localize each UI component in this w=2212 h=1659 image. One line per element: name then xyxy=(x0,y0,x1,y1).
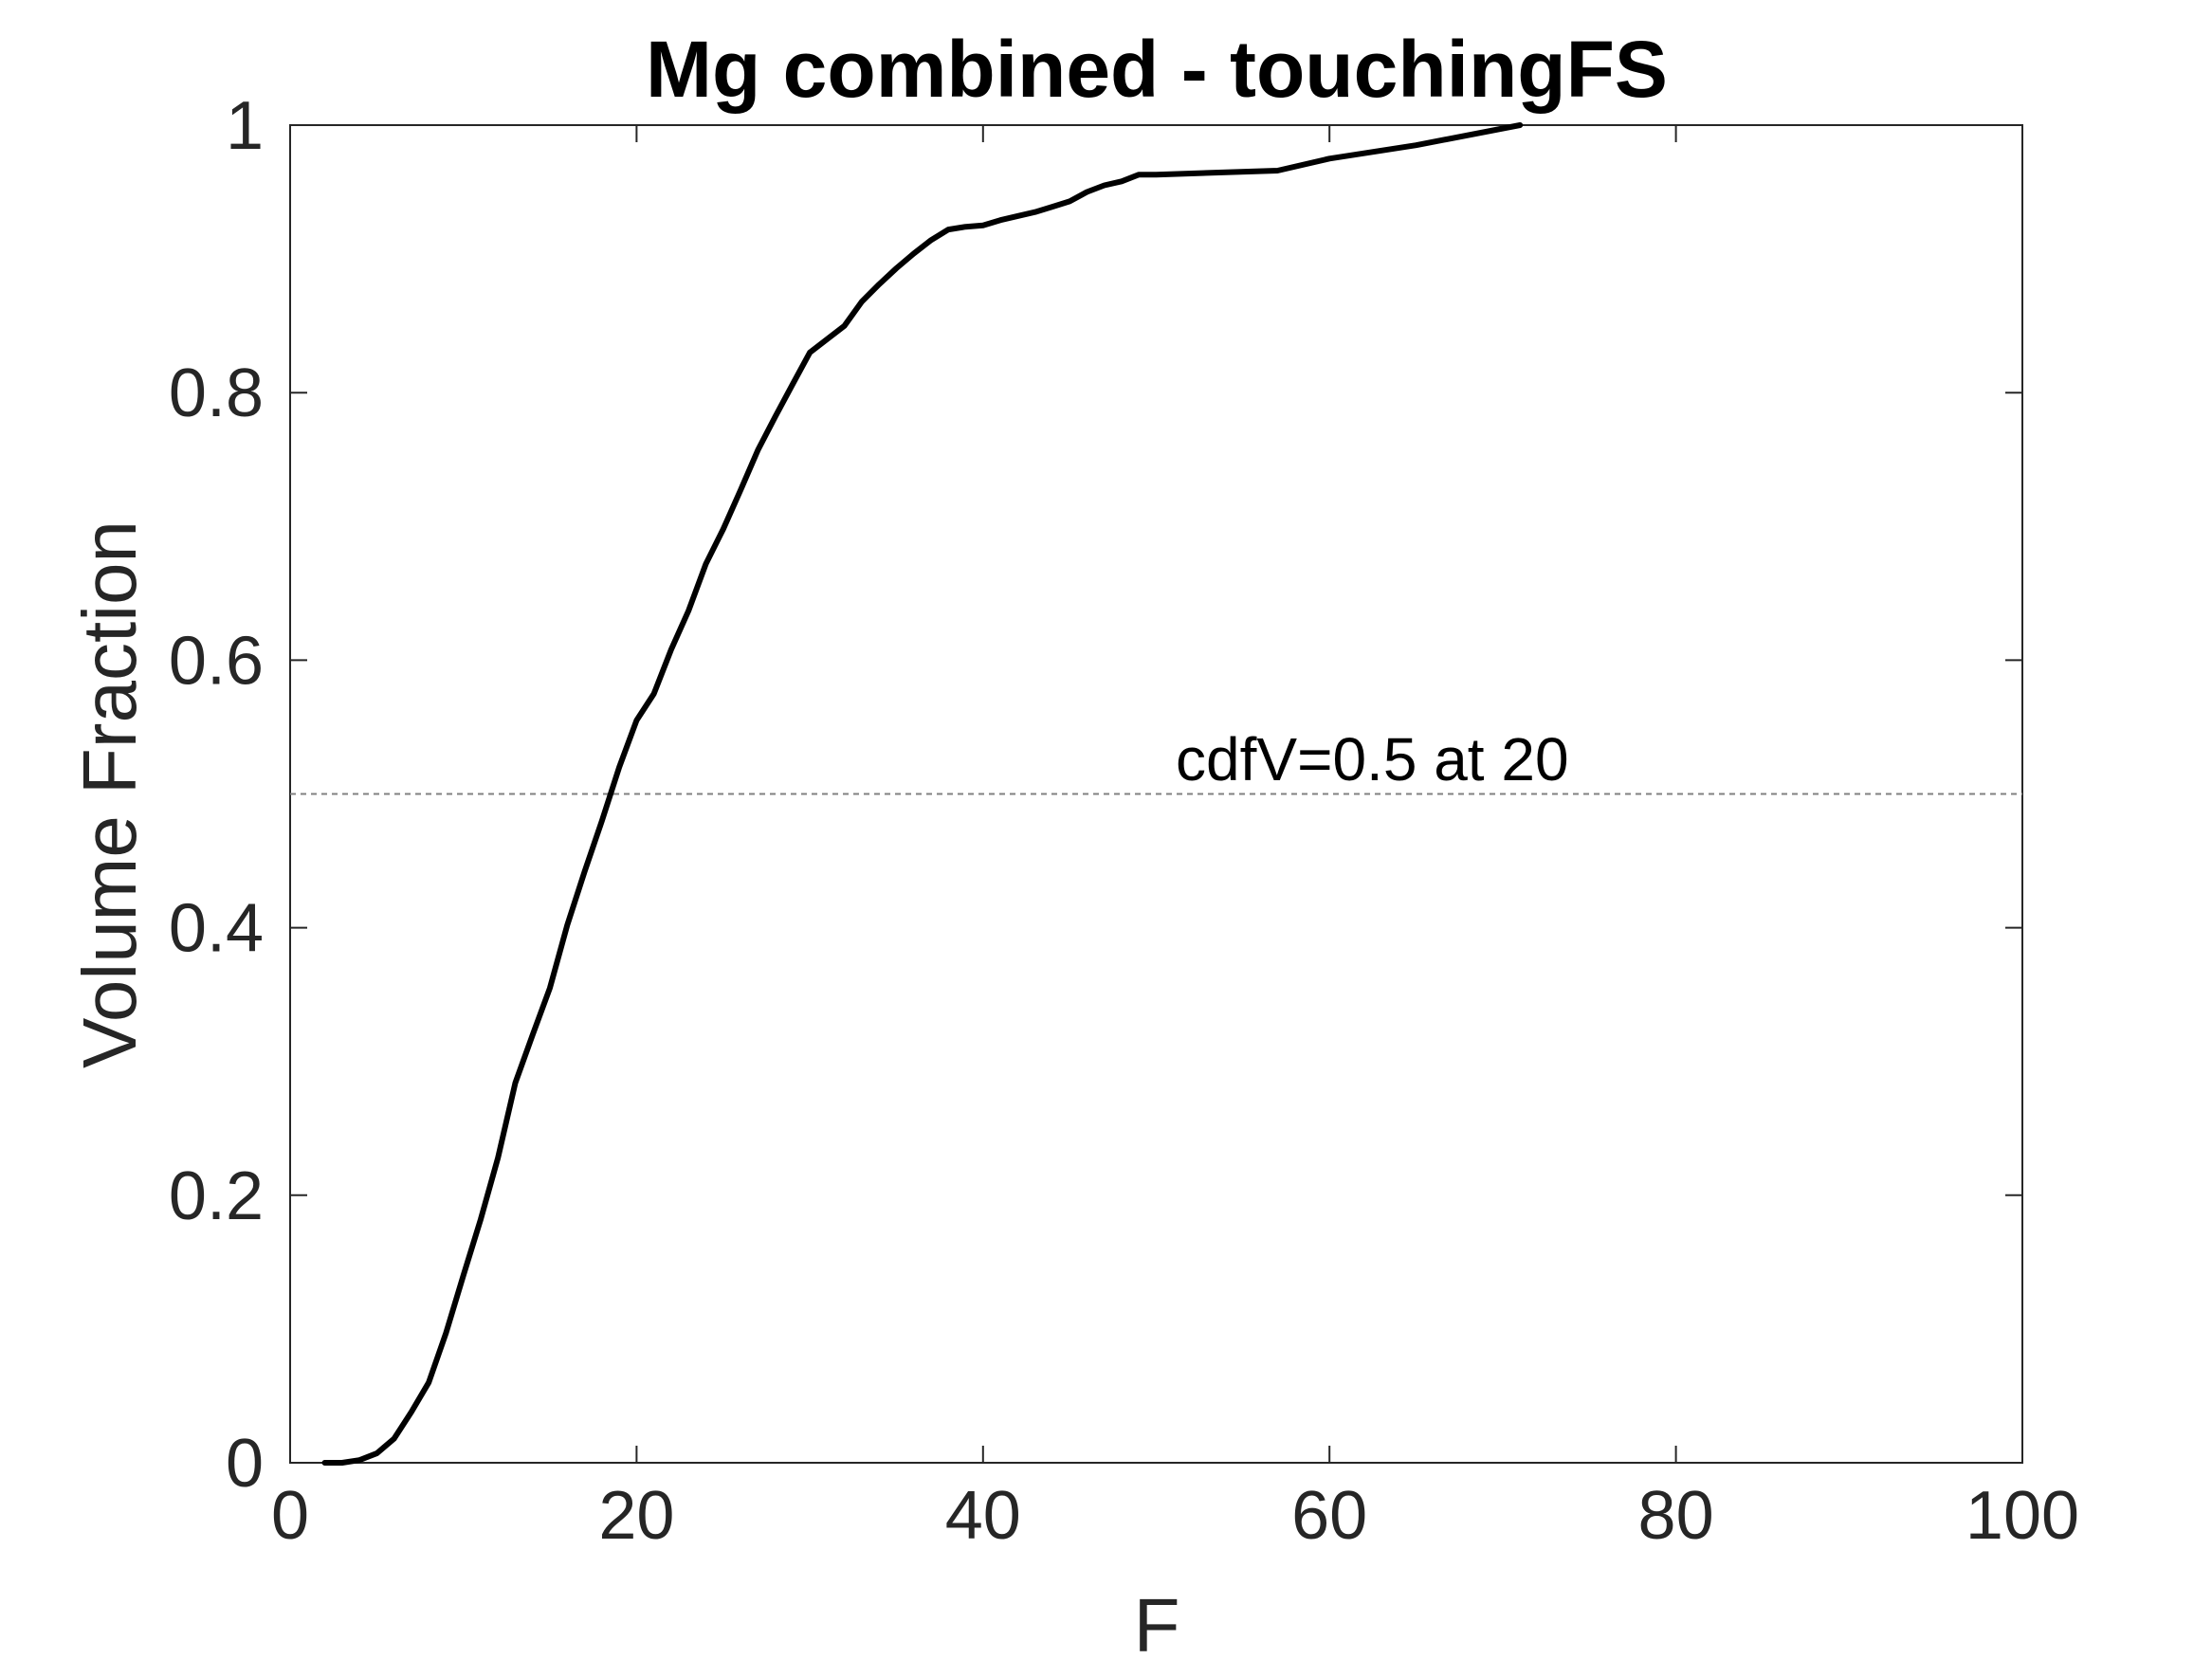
x-tick-label: 80 xyxy=(1638,1478,1714,1554)
y-tick-label: 0.6 xyxy=(169,623,264,699)
y-tick-label: 1 xyxy=(226,88,264,164)
y-tick-label: 0.4 xyxy=(169,891,264,967)
y-tick-label: 0.8 xyxy=(169,356,264,431)
tick-labels: 0 20 40 60 80 100 0 0.2 0.4 0.6 0.8 1 xyxy=(169,88,2079,1554)
chart-title: Mg combined - touchingFS xyxy=(646,25,1668,114)
x-tick-label: 60 xyxy=(1291,1478,1367,1554)
annotation-label: cdfV=0.5 at 20 xyxy=(1176,725,1569,793)
x-tick-label: 0 xyxy=(271,1478,309,1554)
y-tick-label: 0.2 xyxy=(169,1158,264,1234)
y-tick-label: 0 xyxy=(226,1426,264,1502)
y-axis-label: Volume Fraction xyxy=(67,520,152,1068)
series-group xyxy=(321,122,1524,1466)
x-tick-label: 40 xyxy=(945,1478,1021,1554)
x-tick-label: 20 xyxy=(598,1478,674,1554)
x-axis-label: F xyxy=(1134,1583,1180,1659)
x-tick-label: 100 xyxy=(1965,1478,2079,1554)
axes: 0 20 40 60 80 100 0 0.2 0.4 0.6 0.8 1 xyxy=(169,88,2079,1554)
ticks xyxy=(289,124,2023,1464)
series-line xyxy=(321,122,1524,1466)
